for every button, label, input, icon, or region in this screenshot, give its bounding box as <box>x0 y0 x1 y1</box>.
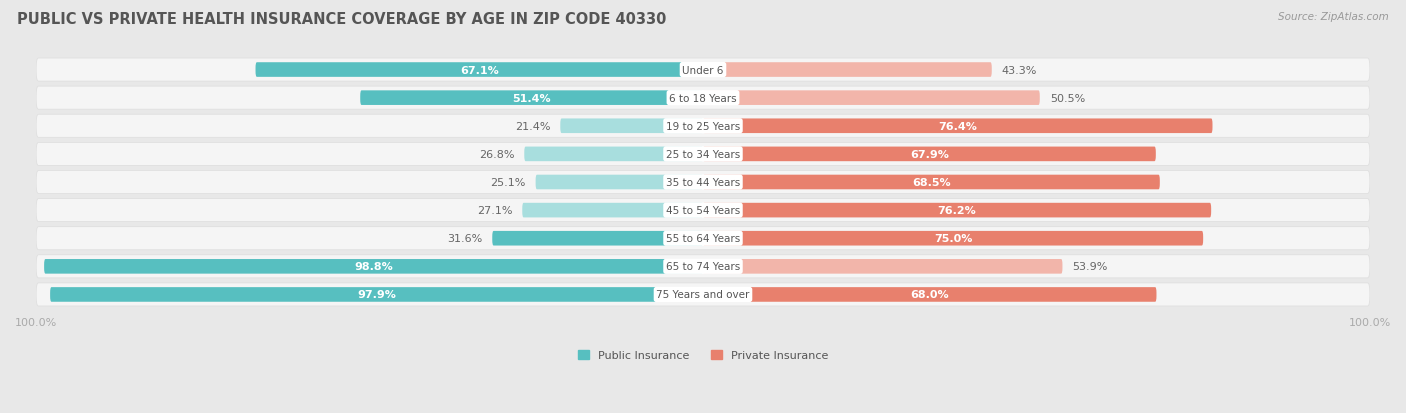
Text: 55 to 64 Years: 55 to 64 Years <box>666 234 740 244</box>
Text: 65 to 74 Years: 65 to 74 Years <box>666 262 740 272</box>
FancyBboxPatch shape <box>703 231 1204 246</box>
FancyBboxPatch shape <box>522 203 703 218</box>
Text: Source: ZipAtlas.com: Source: ZipAtlas.com <box>1278 12 1389 22</box>
Text: PUBLIC VS PRIVATE HEALTH INSURANCE COVERAGE BY AGE IN ZIP CODE 40330: PUBLIC VS PRIVATE HEALTH INSURANCE COVER… <box>17 12 666 27</box>
Text: 26.8%: 26.8% <box>479 150 515 159</box>
FancyBboxPatch shape <box>51 287 703 302</box>
FancyBboxPatch shape <box>492 231 703 246</box>
FancyBboxPatch shape <box>703 175 1160 190</box>
Text: 76.2%: 76.2% <box>938 206 976 216</box>
FancyBboxPatch shape <box>37 171 1369 194</box>
FancyBboxPatch shape <box>37 255 1369 278</box>
FancyBboxPatch shape <box>37 59 1369 82</box>
Text: 76.4%: 76.4% <box>938 121 977 131</box>
Text: 31.6%: 31.6% <box>447 234 482 244</box>
Text: 45 to 54 Years: 45 to 54 Years <box>666 206 740 216</box>
FancyBboxPatch shape <box>560 119 703 134</box>
Text: 25.1%: 25.1% <box>491 178 526 188</box>
FancyBboxPatch shape <box>536 175 703 190</box>
Text: 75 Years and over: 75 Years and over <box>657 290 749 300</box>
Text: 21.4%: 21.4% <box>515 121 550 131</box>
Text: 43.3%: 43.3% <box>1001 65 1038 75</box>
FancyBboxPatch shape <box>524 147 703 162</box>
Text: 68.5%: 68.5% <box>912 178 950 188</box>
FancyBboxPatch shape <box>44 259 703 274</box>
Text: 19 to 25 Years: 19 to 25 Years <box>666 121 740 131</box>
FancyBboxPatch shape <box>37 115 1369 138</box>
FancyBboxPatch shape <box>37 87 1369 110</box>
FancyBboxPatch shape <box>37 227 1369 250</box>
Text: 6 to 18 Years: 6 to 18 Years <box>669 93 737 103</box>
Text: 50.5%: 50.5% <box>1050 93 1085 103</box>
FancyBboxPatch shape <box>37 143 1369 166</box>
Text: 75.0%: 75.0% <box>934 234 973 244</box>
Text: 51.4%: 51.4% <box>512 93 551 103</box>
Text: 67.1%: 67.1% <box>460 65 499 75</box>
FancyBboxPatch shape <box>360 91 703 106</box>
Text: 35 to 44 Years: 35 to 44 Years <box>666 178 740 188</box>
Text: 67.9%: 67.9% <box>910 150 949 159</box>
FancyBboxPatch shape <box>256 63 703 78</box>
Text: 97.9%: 97.9% <box>357 290 396 300</box>
Text: Under 6: Under 6 <box>682 65 724 75</box>
Text: 27.1%: 27.1% <box>477 206 512 216</box>
Text: 68.0%: 68.0% <box>911 290 949 300</box>
FancyBboxPatch shape <box>703 119 1212 134</box>
Text: 25 to 34 Years: 25 to 34 Years <box>666 150 740 159</box>
FancyBboxPatch shape <box>37 199 1369 222</box>
FancyBboxPatch shape <box>703 91 1040 106</box>
FancyBboxPatch shape <box>703 287 1157 302</box>
FancyBboxPatch shape <box>703 259 1063 274</box>
Legend: Public Insurance, Private Insurance: Public Insurance, Private Insurance <box>574 346 832 365</box>
FancyBboxPatch shape <box>703 203 1211 218</box>
FancyBboxPatch shape <box>37 283 1369 306</box>
Text: 98.8%: 98.8% <box>354 262 392 272</box>
FancyBboxPatch shape <box>703 147 1156 162</box>
FancyBboxPatch shape <box>703 63 991 78</box>
Text: 53.9%: 53.9% <box>1073 262 1108 272</box>
